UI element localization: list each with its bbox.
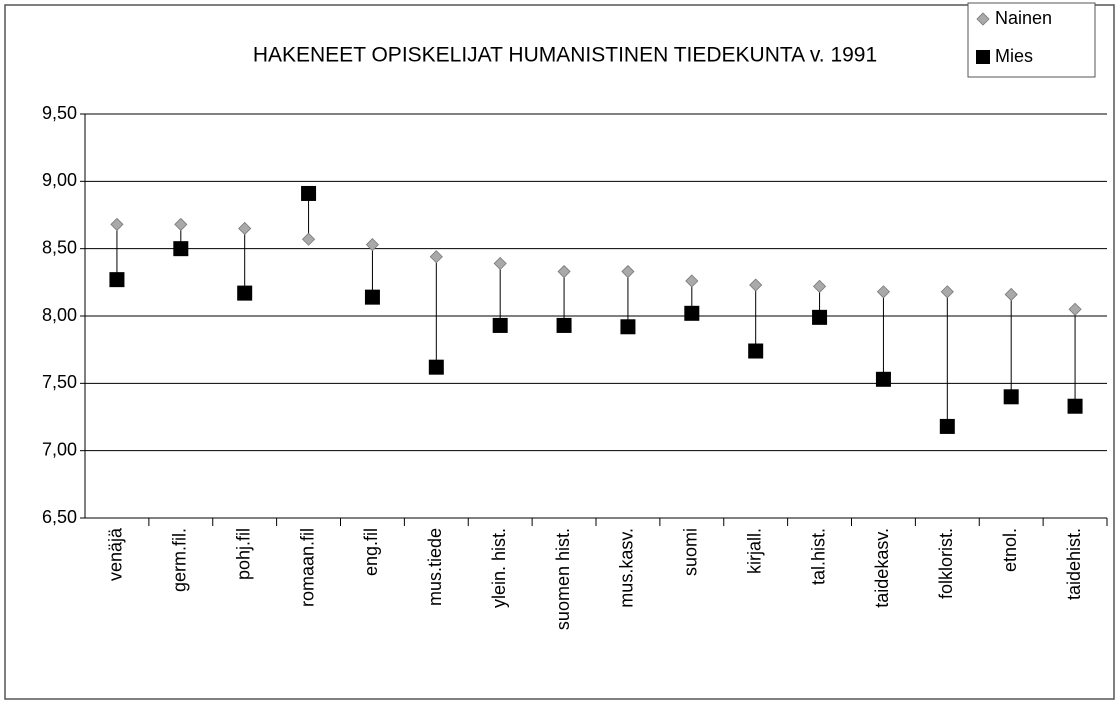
marker [620,319,636,335]
x-tick-label: folklorist. [936,528,956,599]
legend-marker [976,50,990,64]
marker [939,418,955,434]
marker [940,285,954,299]
marker [685,274,699,288]
x-tick-label: romaan.fil [297,528,317,607]
y-tick-label: 8,00 [42,305,77,325]
marker [238,221,252,236]
marker [556,317,572,333]
x-tick-label: taidehist. [1064,528,1084,600]
marker [812,279,827,293]
x-tick-label: tal.hist. [808,528,828,585]
x-tick-label: etnol. [1000,528,1020,572]
marker [428,359,444,375]
y-tick-label: 8,50 [42,237,77,257]
chart-title: HAKENEET OPISKELIJAT HUMANISTINEN TIEDEK… [253,44,877,67]
x-tick-label: pohj.fil [233,528,253,580]
marker [876,285,891,299]
marker [364,289,380,305]
x-tick-label: ylein. hist. [489,528,509,608]
marker [173,241,189,257]
marker [1068,302,1082,316]
y-tick-label: 7,50 [42,372,77,392]
y-tick-label: 7,00 [42,439,77,459]
legend-label: Nainen [995,8,1052,28]
legend-box [967,2,1096,78]
x-tick-label: germ.fil. [170,528,190,592]
marker [684,305,700,321]
marker [429,250,443,264]
marker [174,217,188,231]
legend-marker [976,12,990,26]
x-tick-label: eng.fil [361,528,381,576]
x-tick-label: mus.tiede [425,528,445,606]
marker [1067,398,1083,414]
y-tick-label: 6,50 [42,507,77,527]
marker [875,371,891,387]
x-tick-label: suomi [681,528,701,576]
y-tick-label: 9,50 [42,103,77,123]
marker [365,238,380,252]
y-tick-label: 9,00 [42,170,77,190]
x-tick-label: suomen hist. [553,528,573,630]
chart-frame [4,4,1115,700]
x-tick-label: venäjä [106,527,126,581]
marker [812,309,828,325]
marker [493,256,507,271]
marker [301,185,317,201]
marker [110,217,124,231]
marker [109,272,125,288]
x-tick-label: kirjall. [744,528,764,574]
marker [749,278,763,292]
marker [492,317,508,333]
marker [237,285,253,301]
marker [748,343,764,359]
marker [1004,287,1018,302]
x-tick-label: taidekasv. [872,528,892,608]
marker [301,232,316,246]
x-tick-label: mus.kasv. [617,528,637,608]
marker [557,264,571,279]
marker [621,264,635,279]
legend-label: Mies [995,46,1033,66]
marker [1003,389,1019,405]
